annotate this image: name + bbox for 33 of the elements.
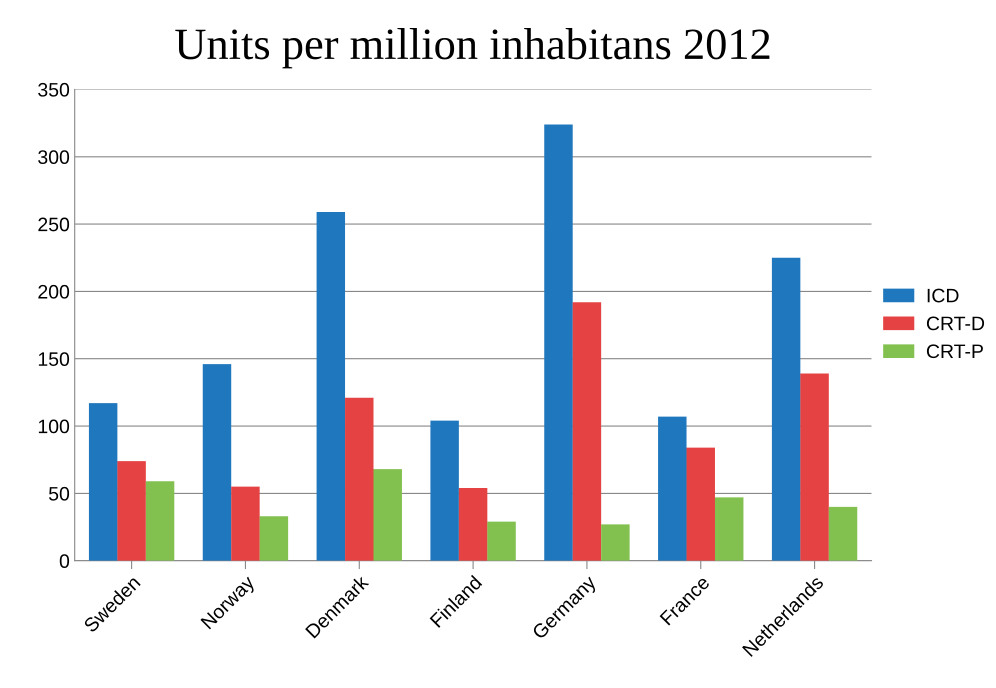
y-tick-label: 350 <box>38 82 70 97</box>
bar <box>601 524 630 561</box>
y-tick-label: 250 <box>38 218 70 232</box>
bar <box>316 212 346 561</box>
bar <box>828 506 858 561</box>
y-tick-label: 200 <box>38 284 70 299</box>
bar <box>231 486 260 561</box>
y-tick-label: 150 <box>38 352 70 366</box>
bar <box>260 516 288 561</box>
bar <box>544 124 573 561</box>
bar <box>345 398 374 561</box>
legend-label: CRT-D <box>926 316 984 330</box>
bar <box>572 302 602 561</box>
bar <box>430 420 459 561</box>
bar <box>374 469 402 561</box>
bar <box>146 481 174 561</box>
bar <box>458 488 488 561</box>
bar <box>202 364 232 561</box>
bar <box>772 258 800 561</box>
bar <box>487 522 516 561</box>
bar <box>800 374 829 561</box>
bar <box>686 448 715 561</box>
bar <box>117 461 146 561</box>
legend-label: CRT-P <box>926 344 983 358</box>
chart-title: Units per million inhabitans 2012 <box>175 28 770 68</box>
y-tick-label: 0 <box>60 554 70 568</box>
y-tick-label: 300 <box>38 150 70 164</box>
bar <box>714 497 744 561</box>
bar <box>658 416 687 561</box>
legend-label: ICD <box>928 288 958 302</box>
bar <box>88 403 118 561</box>
y-tick-label: 50 <box>48 486 70 501</box>
y-tick-label: 100 <box>38 420 70 434</box>
